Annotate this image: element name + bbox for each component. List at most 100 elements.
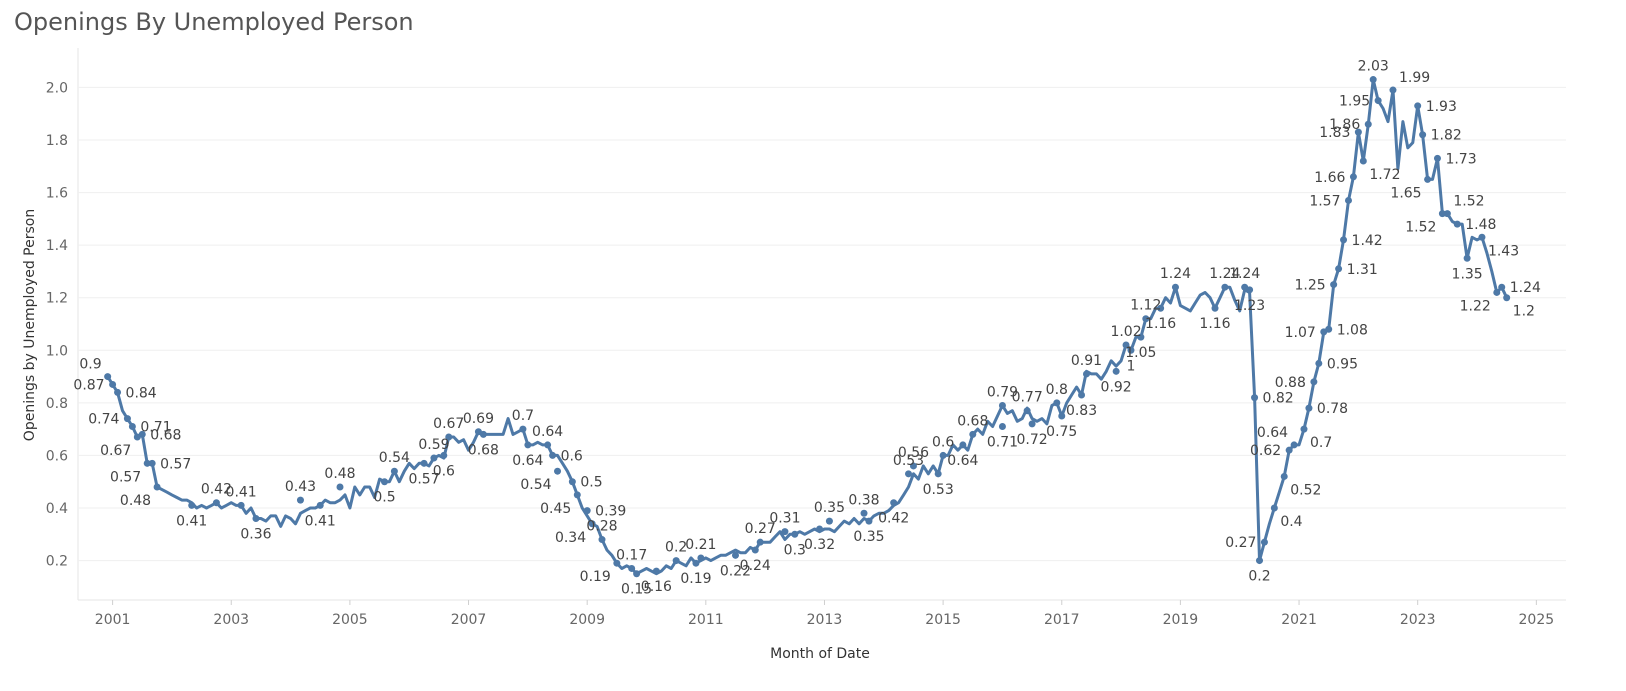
data-point[interactable] bbox=[296, 496, 304, 504]
data-point[interactable] bbox=[1290, 441, 1298, 449]
data-point[interactable] bbox=[1493, 288, 1501, 296]
data-point[interactable] bbox=[1340, 236, 1348, 244]
data-point[interactable] bbox=[1221, 283, 1229, 291]
data-point[interactable] bbox=[316, 501, 324, 509]
data-point[interactable] bbox=[1354, 128, 1362, 136]
data-point[interactable] bbox=[1122, 341, 1130, 349]
data-point[interactable] bbox=[138, 430, 146, 438]
data-point[interactable] bbox=[104, 373, 112, 381]
data-point[interactable] bbox=[1438, 210, 1446, 218]
data-point[interactable] bbox=[1315, 359, 1323, 367]
data-point[interactable] bbox=[1157, 304, 1165, 312]
data-point[interactable] bbox=[588, 520, 596, 528]
data-point[interactable] bbox=[1419, 131, 1427, 139]
data-point[interactable] bbox=[697, 554, 705, 562]
data-point[interactable] bbox=[781, 528, 789, 536]
data-point[interactable] bbox=[1078, 391, 1086, 399]
data-point[interactable] bbox=[633, 570, 641, 578]
data-point[interactable] bbox=[445, 433, 453, 441]
data-point[interactable] bbox=[123, 415, 131, 423]
data-point[interactable] bbox=[1359, 157, 1367, 165]
data-point[interactable] bbox=[1414, 102, 1422, 110]
data-point[interactable] bbox=[756, 538, 764, 546]
data-point[interactable] bbox=[252, 515, 260, 523]
data-point[interactable] bbox=[865, 517, 873, 525]
data-point[interactable] bbox=[188, 501, 196, 509]
data-point[interactable] bbox=[1280, 472, 1288, 480]
data-point[interactable] bbox=[1364, 120, 1372, 128]
data-point[interactable] bbox=[998, 401, 1006, 409]
data-point[interactable] bbox=[1443, 210, 1451, 218]
data-point[interactable] bbox=[336, 483, 344, 491]
data-point[interactable] bbox=[1023, 407, 1031, 415]
data-point[interactable] bbox=[1349, 173, 1357, 181]
data-point[interactable] bbox=[1260, 538, 1268, 546]
data-point[interactable] bbox=[934, 470, 942, 478]
data-point[interactable] bbox=[672, 557, 680, 565]
data-point[interactable] bbox=[1463, 254, 1471, 262]
data-point[interactable] bbox=[860, 509, 868, 517]
data-point[interactable] bbox=[692, 559, 700, 567]
data-point[interactable] bbox=[613, 559, 621, 567]
data-point[interactable] bbox=[1211, 304, 1219, 312]
data-point[interactable] bbox=[1142, 315, 1150, 323]
data-point[interactable] bbox=[554, 467, 562, 475]
data-point[interactable] bbox=[1127, 346, 1135, 354]
data-point[interactable] bbox=[212, 499, 220, 507]
data-point[interactable] bbox=[1478, 233, 1486, 241]
data-point[interactable] bbox=[1310, 378, 1318, 386]
data-point[interactable] bbox=[816, 525, 824, 533]
data-point[interactable] bbox=[1503, 294, 1511, 302]
data-point[interactable] bbox=[652, 567, 660, 575]
data-point[interactable] bbox=[909, 462, 917, 470]
data-point[interactable] bbox=[148, 459, 156, 467]
data-point[interactable] bbox=[1344, 196, 1352, 204]
data-point[interactable] bbox=[380, 478, 388, 486]
data-point[interactable] bbox=[440, 451, 448, 459]
data-point[interactable] bbox=[959, 441, 967, 449]
data-point[interactable] bbox=[969, 430, 977, 438]
data-point[interactable] bbox=[109, 380, 117, 388]
data-point[interactable] bbox=[1256, 557, 1264, 565]
data-point[interactable] bbox=[568, 478, 576, 486]
data-point[interactable] bbox=[1137, 333, 1145, 341]
data-point[interactable] bbox=[237, 501, 245, 509]
data-point[interactable] bbox=[1171, 283, 1179, 291]
data-point[interactable] bbox=[1112, 367, 1120, 375]
data-point[interactable] bbox=[1053, 399, 1061, 407]
data-point[interactable] bbox=[479, 430, 487, 438]
data-point[interactable] bbox=[1433, 154, 1441, 162]
data-point[interactable] bbox=[143, 459, 151, 467]
data-point[interactable] bbox=[573, 491, 581, 499]
data-point[interactable] bbox=[549, 451, 557, 459]
data-point[interactable] bbox=[583, 507, 591, 515]
data-point[interactable] bbox=[114, 388, 122, 396]
data-point[interactable] bbox=[1335, 265, 1343, 273]
data-point[interactable] bbox=[1270, 504, 1278, 512]
data-point[interactable] bbox=[1300, 425, 1308, 433]
data-point[interactable] bbox=[905, 470, 913, 478]
data-point[interactable] bbox=[939, 451, 947, 459]
data-point[interactable] bbox=[1082, 370, 1090, 378]
data-point[interactable] bbox=[524, 441, 532, 449]
data-point[interactable] bbox=[1058, 412, 1066, 420]
data-point[interactable] bbox=[751, 546, 759, 554]
data-point[interactable] bbox=[153, 483, 161, 491]
data-point[interactable] bbox=[998, 423, 1006, 431]
data-point[interactable] bbox=[420, 459, 428, 467]
data-point[interactable] bbox=[1330, 281, 1338, 289]
data-point[interactable] bbox=[390, 467, 398, 475]
data-point[interactable] bbox=[1028, 420, 1036, 428]
data-point[interactable] bbox=[1251, 394, 1259, 402]
data-point[interactable] bbox=[1369, 76, 1377, 84]
data-point[interactable] bbox=[1374, 97, 1382, 105]
data-point[interactable] bbox=[544, 441, 552, 449]
data-point[interactable] bbox=[1305, 404, 1313, 412]
data-point[interactable] bbox=[1389, 86, 1397, 94]
data-point[interactable] bbox=[1498, 283, 1506, 291]
data-point[interactable] bbox=[128, 423, 136, 431]
data-point[interactable] bbox=[598, 536, 606, 544]
data-point[interactable] bbox=[430, 454, 438, 462]
data-point[interactable] bbox=[731, 551, 739, 559]
data-point[interactable] bbox=[825, 517, 833, 525]
